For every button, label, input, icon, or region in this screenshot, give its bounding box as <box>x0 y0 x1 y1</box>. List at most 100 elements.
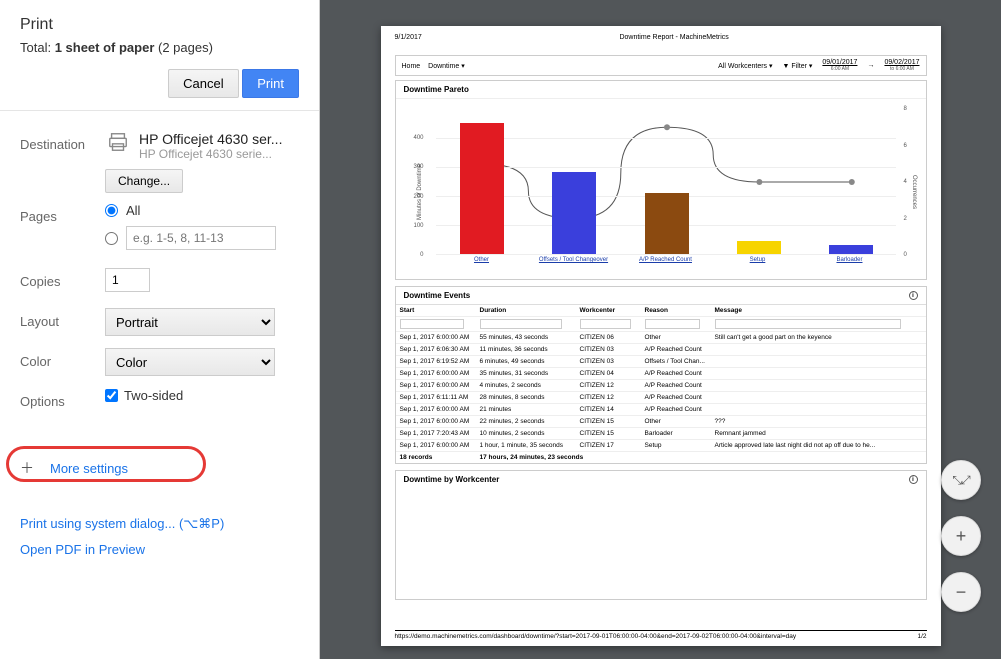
info-icon: i <box>909 475 918 484</box>
color-label: Color <box>20 348 105 369</box>
events-header: Downtime Events i <box>396 287 926 304</box>
report-navbar: Home Downtime ▾ All Workcenters ▾ ▼ Filt… <box>395 55 927 76</box>
zoom-in-button[interactable]: + <box>941 516 981 556</box>
table-row: Sep 1, 2017 6:06:30 AM11 minutes, 36 sec… <box>396 344 926 356</box>
layout-row: Layout Portrait <box>20 308 299 338</box>
table-row: Sep 1, 2017 6:11:11 AM28 minutes, 8 seco… <box>396 392 926 404</box>
copies-row: Copies <box>20 268 299 298</box>
nav-date-start: 09/01/2017 6:00 AM <box>822 59 857 72</box>
print-header: Print Total: 1 sheet of paper (2 pages) … <box>0 0 319 111</box>
nav-filter: ▼ Filter ▾ <box>783 62 813 70</box>
plus-icon: + <box>956 526 967 547</box>
minus-icon: − <box>956 582 967 603</box>
open-pdf-link[interactable]: Open PDF in Preview <box>20 542 299 557</box>
x-axis-label: A/P Reached Count <box>620 257 712 275</box>
bottom-links: Print using system dialog... (⌥⌘P) Open … <box>0 498 319 575</box>
nav-workcenters: All Workcenters ▾ <box>718 62 772 70</box>
color-select[interactable]: Color <box>105 348 275 376</box>
events-table: StartDurationWorkcenterReasonMessageSep … <box>396 304 926 463</box>
chart-bar <box>829 245 873 254</box>
chart-plot <box>436 109 896 255</box>
events-panel: Downtime Events i StartDurationWorkcente… <box>395 286 927 464</box>
table-filter-input[interactable] <box>580 319 631 329</box>
y-axis-right: 02468 <box>902 109 922 255</box>
twosided-label: Two-sided <box>124 388 183 403</box>
print-button[interactable]: Print <box>242 69 299 98</box>
destination-subname: HP Officejet 4630 serie... <box>139 147 282 161</box>
events-title: Downtime Events <box>404 291 471 300</box>
twosided-checkbox[interactable] <box>105 389 118 402</box>
page-header: 9/1/2017 Downtime Report - MachineMetric… <box>395 34 927 41</box>
preview-area: 9/1/2017 Downtime Report - MachineMetric… <box>320 0 1001 659</box>
table-row: Sep 1, 2017 6:00:00 AM21 minutesCITIZEN … <box>396 404 926 416</box>
chart-bar <box>460 123 504 254</box>
preview-controls: ⤡⤢ + − <box>941 460 981 612</box>
chart-bar <box>645 193 689 254</box>
table-row: Sep 1, 2017 6:00:00 AM4 minutes, 2 secon… <box>396 380 926 392</box>
table-row: Sep 1, 2017 6:19:52 AM6 minutes, 49 seco… <box>396 356 926 368</box>
pages-row: Pages All <box>20 203 299 258</box>
color-row: Color Color <box>20 348 299 378</box>
fit-icon: ⤡⤢ <box>952 473 969 488</box>
dialog-buttons: Cancel Print <box>20 69 299 98</box>
more-settings-label: More settings <box>50 461 128 476</box>
zoom-out-button[interactable]: − <box>941 572 981 612</box>
arrow-icon: → <box>867 62 874 69</box>
page-title: Downtime Report - MachineMetrics <box>619 34 728 41</box>
page-footer: https://demo.machinemetrics.com/dashboar… <box>395 630 927 640</box>
fit-button[interactable]: ⤡⤢ <box>941 460 981 500</box>
pages-all-radio[interactable] <box>105 204 118 217</box>
system-dialog-link[interactable]: Print using system dialog... (⌥⌘P) <box>20 516 299 532</box>
table-row: Sep 1, 2017 7:20:43 AM10 minutes, 2 seco… <box>396 428 926 440</box>
table-row: Sep 1, 2017 6:00:00 AM22 minutes, 2 seco… <box>396 416 926 428</box>
x-axis-label: Offsets / Tool Changeover <box>528 257 620 275</box>
pages-label: Pages <box>20 203 105 224</box>
options-row: Options Two-sided <box>20 388 299 418</box>
nav-home: Home <box>402 63 421 70</box>
page-date: 9/1/2017 <box>395 34 422 41</box>
print-total: Total: 1 sheet of paper (2 pages) <box>20 40 299 55</box>
workcenter-title: Downtime by Workcenter <box>404 475 500 484</box>
table-filter-input[interactable] <box>645 319 701 329</box>
more-settings-toggle[interactable]: ＋ More settings <box>8 452 309 484</box>
info-icon: i <box>909 291 918 300</box>
print-sidebar: Print Total: 1 sheet of paper (2 pages) … <box>0 0 320 659</box>
table-filter-input[interactable] <box>715 319 901 329</box>
chart-title: Downtime Pareto <box>396 81 926 99</box>
preview-page: 9/1/2017 Downtime Report - MachineMetric… <box>381 26 941 646</box>
print-settings: Destination HP Officejet 4630 ser... HP … <box>0 111 319 438</box>
table-filter-input[interactable] <box>480 319 563 329</box>
pages-range-input[interactable] <box>126 226 276 250</box>
change-destination-button[interactable]: Change... <box>105 169 183 193</box>
x-axis-label: Setup <box>712 257 804 275</box>
cancel-button[interactable]: Cancel <box>168 69 238 98</box>
copies-input[interactable] <box>105 268 150 292</box>
pages-all-label: All <box>126 203 140 218</box>
printer-icon <box>105 131 131 153</box>
chart-bar <box>552 172 596 254</box>
footer-url: https://demo.machinemetrics.com/dashboar… <box>395 633 797 640</box>
y-axis-left: 0100200300400 <box>400 109 426 255</box>
pages-range-radio[interactable] <box>105 232 118 245</box>
table-row: Sep 1, 2017 6:00:00 AM35 minutes, 31 sec… <box>396 368 926 380</box>
workcenter-panel: Downtime by Workcenter i <box>395 470 927 600</box>
copies-label: Copies <box>20 268 105 289</box>
table-row: Sep 1, 2017 6:00:00 AM1 hour, 1 minute, … <box>396 440 926 452</box>
print-title: Print <box>20 16 299 34</box>
layout-label: Layout <box>20 308 105 329</box>
options-label: Options <box>20 388 105 409</box>
pareto-chart-panel: Downtime Pareto Minutes of Downtime 0100… <box>395 80 927 280</box>
more-settings-section: ＋ More settings <box>8 452 309 484</box>
destination-label: Destination <box>20 131 105 152</box>
chart-body: Minutes of Downtime 0100200300400 Occurr… <box>396 99 926 279</box>
layout-select[interactable]: Portrait <box>105 308 275 336</box>
x-axis-labels: OtherOffsets / Tool ChangeoverA/P Reache… <box>436 257 896 275</box>
x-axis-label: Barloader <box>804 257 896 275</box>
table-filter-input[interactable] <box>400 319 465 329</box>
nav-date-end: 09/02/2017 to 6:00 AM <box>884 59 919 72</box>
destination-row: Destination HP Officejet 4630 ser... HP … <box>20 131 299 193</box>
plus-icon: ＋ <box>20 458 34 478</box>
chart-bar <box>737 241 781 254</box>
nav-downtime: Downtime ▾ <box>428 63 465 70</box>
x-axis-label: Other <box>436 257 528 275</box>
